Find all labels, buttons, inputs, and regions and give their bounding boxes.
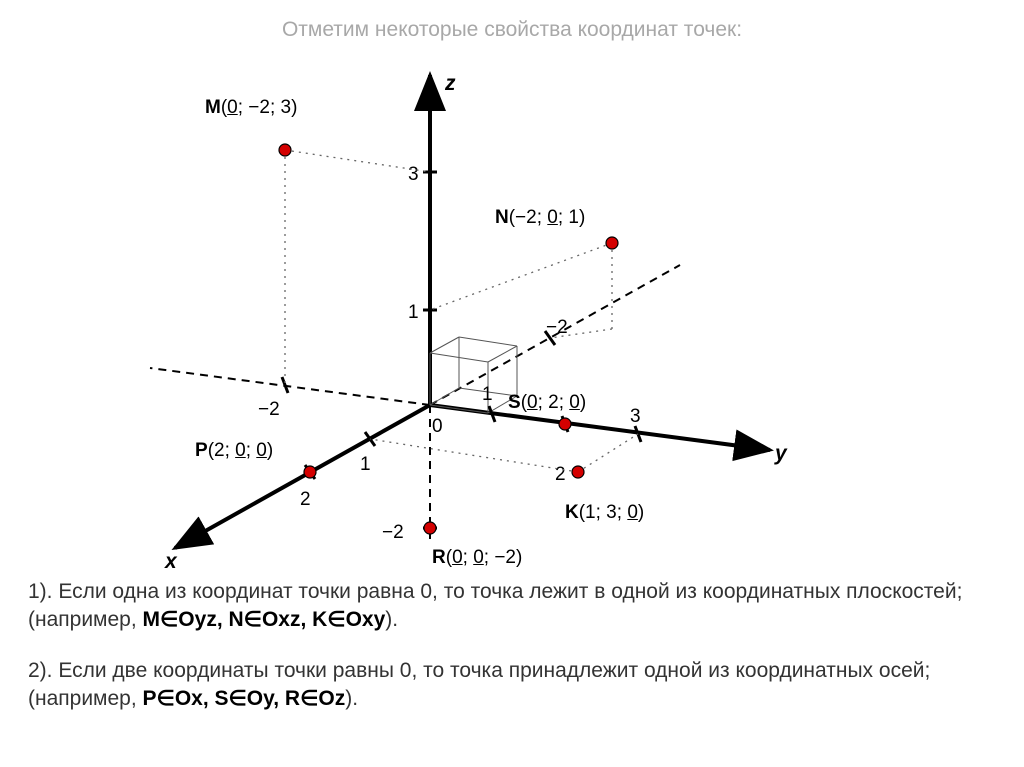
coord-diagram: zyx123−212−213−20M(0; −2; 3)N(−2; 0; 1)S…	[0, 50, 1024, 570]
svg-text:−2: −2	[382, 522, 404, 543]
svg-text:y: y	[774, 442, 788, 465]
svg-text:0: 0	[432, 416, 443, 437]
notes-block: 1). Если одна из координат точки равна 0…	[28, 578, 988, 735]
note-2: 2). Если две координаты точки равны 0, т…	[28, 657, 988, 714]
svg-text:x: x	[164, 550, 178, 570]
svg-text:−2: −2	[258, 399, 280, 420]
note-2-bold: P∈Ox, S∈Oy, R∈Oz	[143, 687, 346, 710]
svg-text:z: z	[444, 72, 456, 95]
svg-text:3: 3	[408, 164, 419, 185]
note-1-bold: M∈Oyz, N∈Oxz, K∈Oxy	[143, 608, 386, 631]
svg-text:−2: −2	[546, 317, 568, 338]
page-title: Отметим некоторые свойства координат точ…	[0, 0, 1024, 42]
note-1: 1). Если одна из координат точки равна 0…	[28, 578, 988, 635]
svg-text:1: 1	[408, 302, 419, 323]
svg-text:2: 2	[300, 489, 311, 510]
svg-text:1: 1	[482, 384, 493, 405]
svg-text:2: 2	[555, 464, 566, 485]
